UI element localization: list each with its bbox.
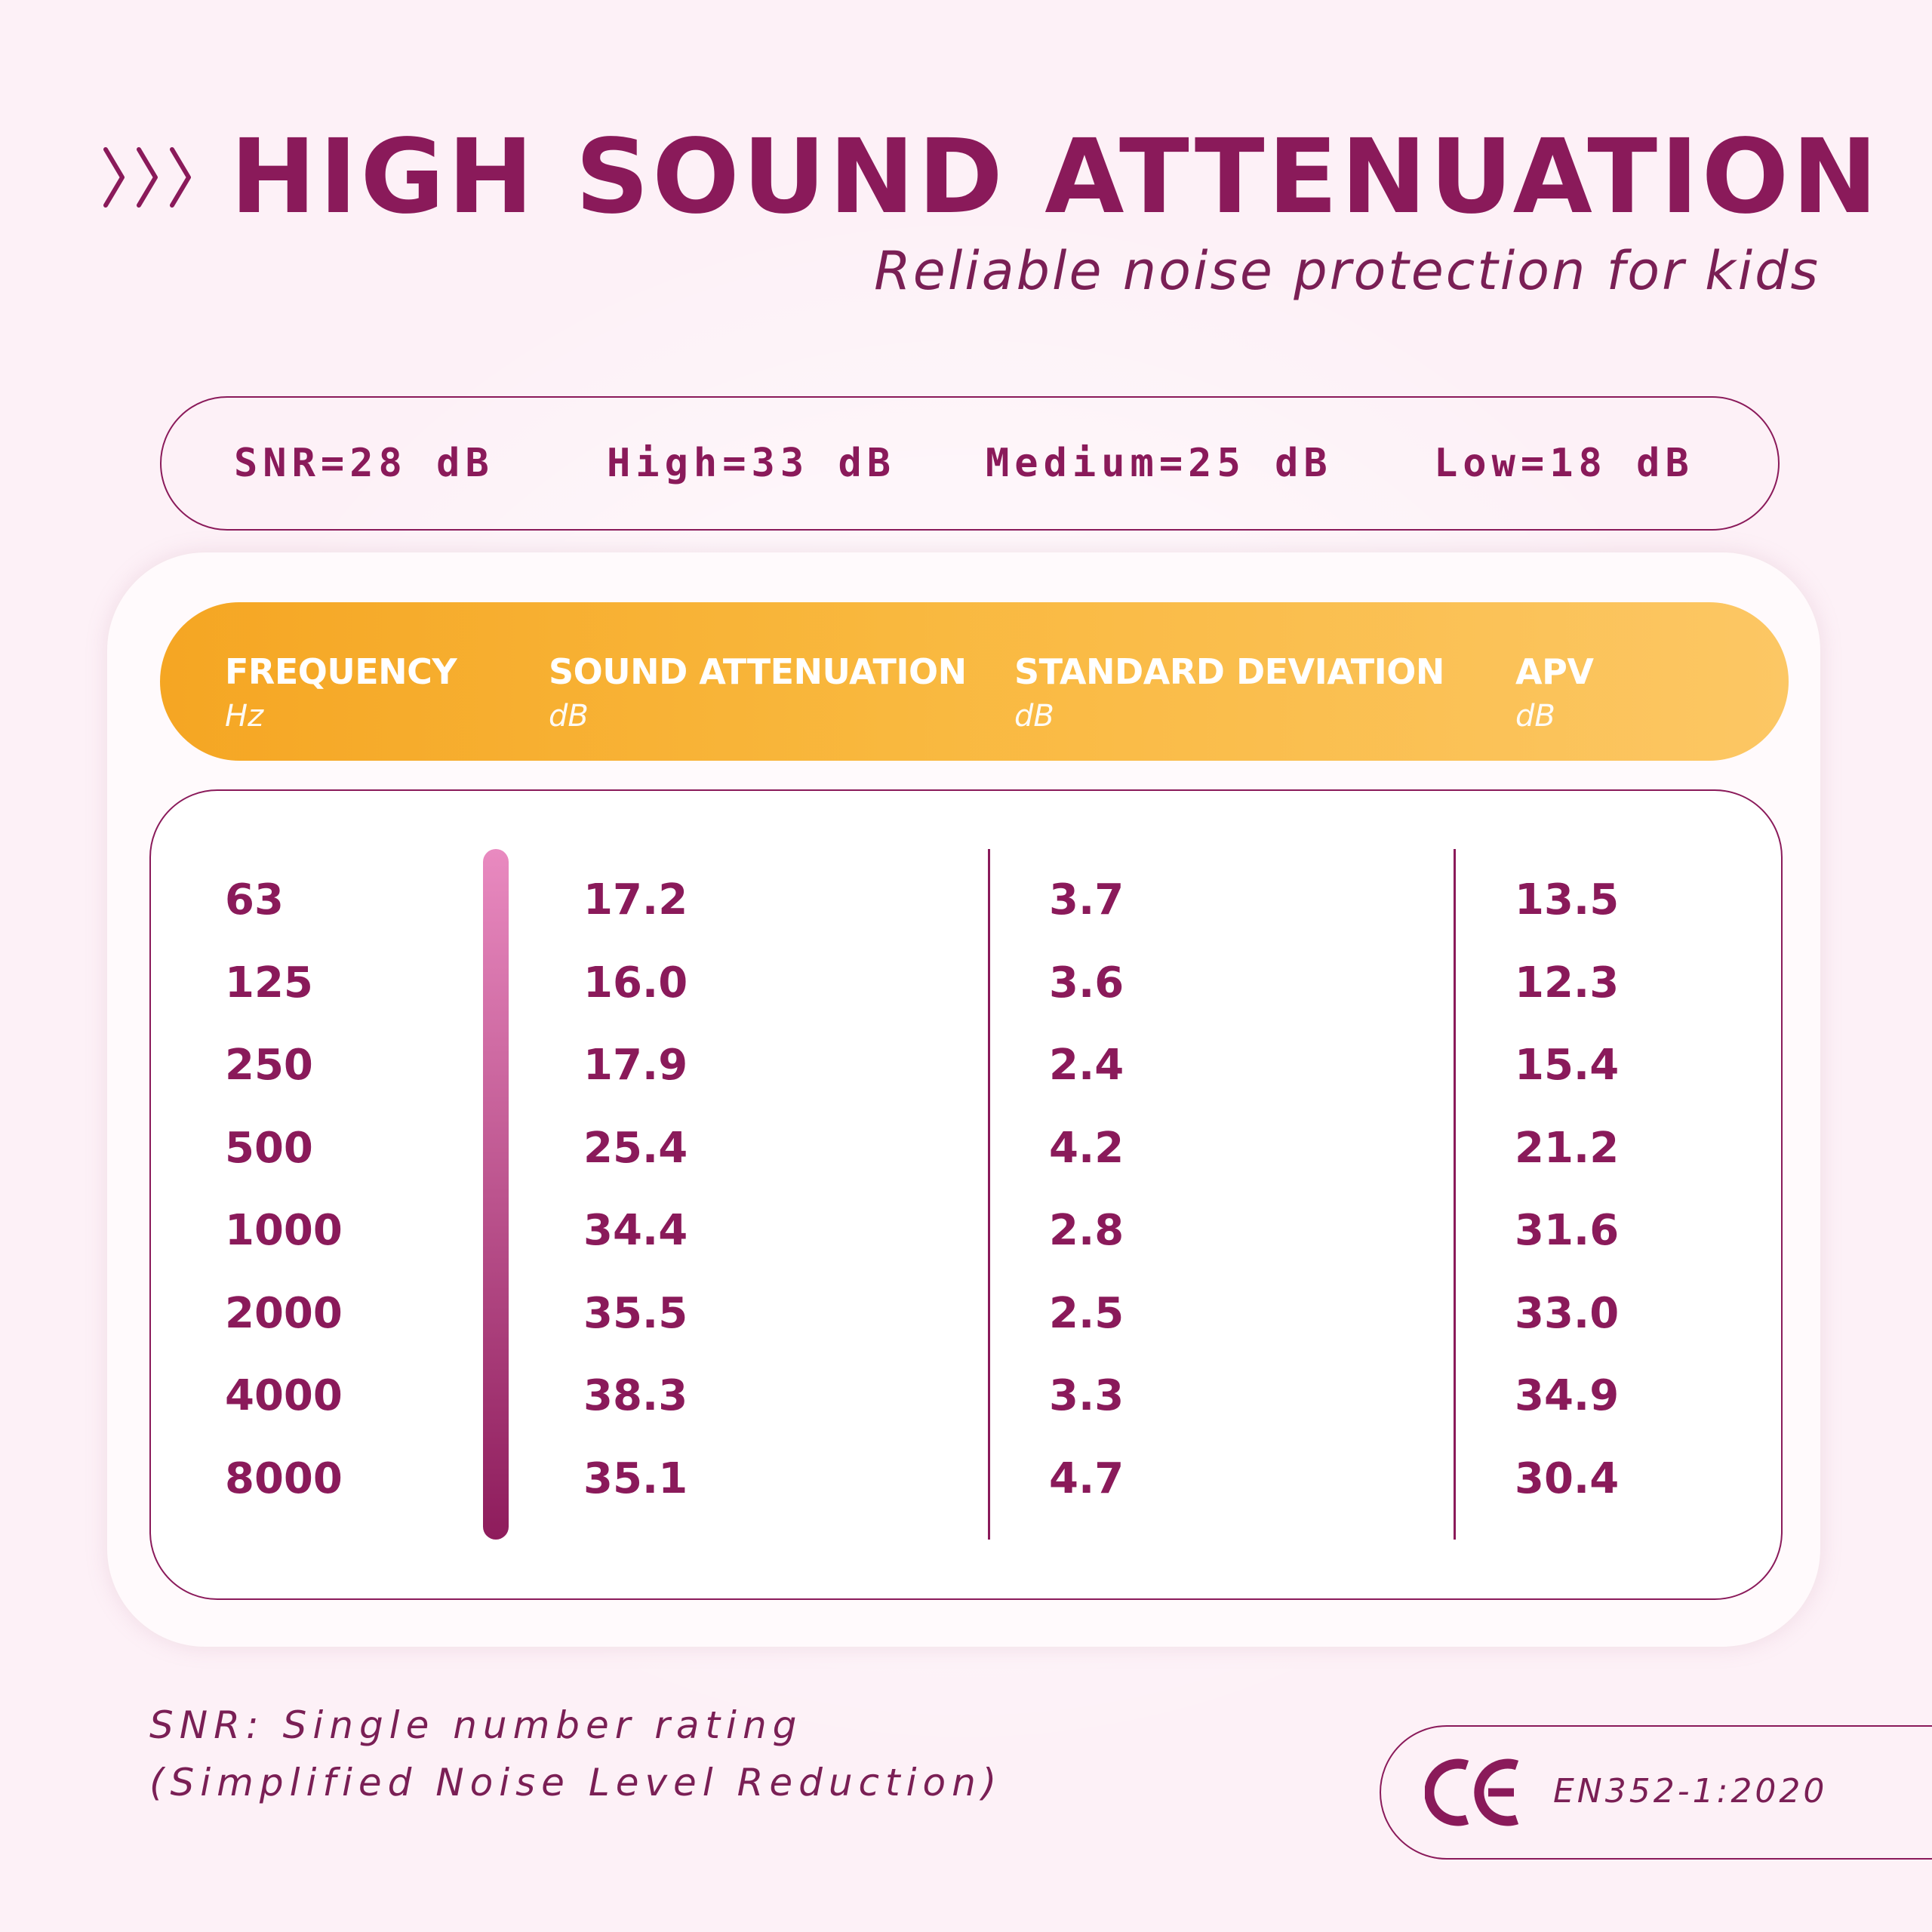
rating-snr: SNR=28 dB [234,441,494,486]
cell-sound-attenuation: 17.9 [583,1041,688,1090]
cell-frequency: 500 [225,1123,313,1173]
cell-sound-attenuation: 35.1 [583,1454,688,1503]
cell-sound-attenuation: 38.3 [583,1371,688,1420]
table-body [149,789,1783,1600]
rating-low: Low=18 dB [1434,441,1694,486]
column-header-label: STANDARD DEVIATION [1014,651,1444,692]
certification-badge [1380,1725,1932,1860]
column-header-label: FREQUENCY [225,651,457,692]
column-header-frequency: FREQUENCY Hz [225,651,457,735]
cell-apv: 33.0 [1515,1288,1620,1338]
cell-frequency: 4000 [225,1371,343,1420]
column-header-label: APV [1515,651,1594,692]
certification-standard: EN352-1:2020 [1553,1772,1828,1810]
cell-standard-deviation: 4.7 [1049,1454,1124,1503]
cell-sound-attenuation: 25.4 [583,1123,688,1173]
cell-sound-attenuation: 34.4 [583,1206,688,1255]
frequency-gradient-bar [483,849,509,1540]
table-header-bar [160,602,1789,761]
column-header-sound-attenuation: SOUND ATTENUATION dB [549,651,967,735]
cell-frequency: 250 [225,1041,313,1090]
rating-high: High=33 dB [607,441,897,486]
cell-apv: 34.9 [1515,1371,1620,1420]
rating-medium: Medium=25 dB [986,441,1333,486]
column-header-unit: dB [1515,699,1555,734]
cell-standard-deviation: 4.2 [1049,1123,1124,1173]
cell-sound-attenuation: 35.5 [583,1288,688,1338]
column-header-label: SOUND ATTENUATION [549,651,967,692]
cell-sound-attenuation: 17.2 [583,875,688,924]
column-divider [1454,849,1456,1540]
cell-standard-deviation: 2.5 [1049,1288,1124,1338]
cell-standard-deviation: 2.8 [1049,1206,1124,1255]
column-header-unit: dB [549,699,589,734]
cell-frequency: 1000 [225,1206,343,1255]
ratings-summary: SNR=28 dB High=33 dB Medium=25 dB Low=18… [160,396,1780,531]
ce-mark-icon [1425,1758,1519,1826]
cell-standard-deviation: 3.6 [1049,958,1124,1008]
cell-apv: 21.2 [1515,1123,1620,1173]
cell-apv: 30.4 [1515,1454,1620,1503]
column-header-unit: dB [1014,699,1054,734]
cell-apv: 15.4 [1515,1041,1620,1090]
column-divider [988,849,990,1540]
page-title: HIGH SOUND ATTENUATION [230,118,1881,237]
cell-apv: 31.6 [1515,1206,1620,1255]
cell-frequency: 125 [225,958,313,1008]
column-header-standard-deviation: STANDARD DEVIATION dB [1014,651,1444,735]
cell-frequency: 2000 [225,1288,343,1338]
footnote-line: SNR: Single number rating [149,1703,803,1747]
column-header-unit: Hz [225,699,264,734]
cell-standard-deviation: 3.3 [1049,1371,1124,1420]
footnote: SNR: Single number rating (Simplified No… [149,1697,1002,1811]
cell-sound-attenuation: 16.0 [583,958,688,1008]
cell-frequency: 8000 [225,1454,343,1503]
triple-chevron-icon [103,147,191,208]
cell-apv: 12.3 [1515,958,1620,1008]
cell-standard-deviation: 2.4 [1049,1041,1124,1090]
page-subtitle: Reliable noise protection for kids [874,240,1820,302]
cell-standard-deviation: 3.7 [1049,875,1124,924]
cell-frequency: 63 [225,875,284,924]
column-header-apv: APV dB [1515,651,1594,735]
cell-apv: 13.5 [1515,875,1620,924]
footnote-line: (Simplified Noise Level Reduction) [149,1761,1003,1804]
